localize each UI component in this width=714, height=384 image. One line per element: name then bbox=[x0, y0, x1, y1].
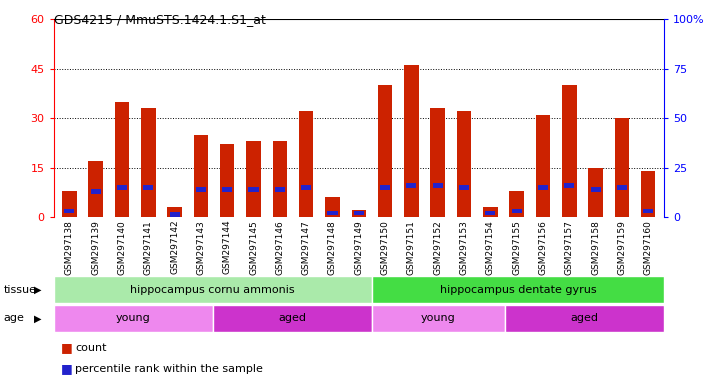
Bar bbox=[536, 115, 550, 217]
Bar bbox=[328, 210, 338, 215]
Text: GSM297148: GSM297148 bbox=[328, 220, 337, 275]
Text: GSM297158: GSM297158 bbox=[591, 220, 600, 275]
Text: GSM297147: GSM297147 bbox=[301, 220, 311, 275]
Bar bbox=[564, 183, 574, 188]
Bar bbox=[144, 185, 154, 190]
Bar bbox=[351, 210, 366, 217]
Bar bbox=[54, 276, 372, 303]
Bar bbox=[486, 210, 496, 215]
Text: GSM297151: GSM297151 bbox=[407, 220, 416, 275]
Bar bbox=[275, 187, 285, 192]
Text: GSM297152: GSM297152 bbox=[433, 220, 442, 275]
Text: young: young bbox=[421, 313, 456, 323]
Bar bbox=[406, 183, 416, 188]
Bar bbox=[301, 185, 311, 190]
Bar bbox=[509, 190, 524, 217]
Bar bbox=[459, 185, 469, 190]
Text: GSM297159: GSM297159 bbox=[618, 220, 626, 275]
Bar bbox=[299, 111, 313, 217]
Text: ■: ■ bbox=[61, 341, 72, 354]
Text: GSM297153: GSM297153 bbox=[460, 220, 468, 275]
Bar bbox=[89, 161, 103, 217]
Bar bbox=[273, 141, 287, 217]
Bar bbox=[353, 210, 364, 215]
Bar bbox=[141, 108, 156, 217]
Bar bbox=[590, 187, 600, 192]
Bar bbox=[457, 111, 471, 217]
Bar bbox=[117, 185, 127, 190]
Bar bbox=[372, 276, 664, 303]
Text: age: age bbox=[4, 313, 24, 323]
Text: hippocampus dentate gyrus: hippocampus dentate gyrus bbox=[440, 285, 596, 295]
Bar bbox=[167, 207, 182, 217]
Text: aged: aged bbox=[570, 313, 598, 323]
Bar bbox=[617, 185, 627, 190]
Text: count: count bbox=[75, 343, 106, 353]
Text: GSM297155: GSM297155 bbox=[512, 220, 521, 275]
Bar bbox=[193, 134, 208, 217]
Bar bbox=[62, 190, 76, 217]
Bar bbox=[588, 167, 603, 217]
Text: GSM297146: GSM297146 bbox=[276, 220, 284, 275]
Text: GSM297143: GSM297143 bbox=[196, 220, 206, 275]
Bar bbox=[512, 209, 522, 214]
Bar bbox=[54, 305, 213, 332]
Bar bbox=[562, 85, 576, 217]
Bar bbox=[641, 171, 655, 217]
Bar bbox=[196, 187, 206, 192]
Bar bbox=[431, 108, 445, 217]
Bar bbox=[372, 305, 505, 332]
Text: hippocampus cornu ammonis: hippocampus cornu ammonis bbox=[131, 285, 295, 295]
Text: GSM297157: GSM297157 bbox=[565, 220, 574, 275]
Bar bbox=[404, 65, 418, 217]
Text: GSM297154: GSM297154 bbox=[486, 220, 495, 275]
Bar bbox=[643, 209, 653, 214]
Text: GDS4215 / MmuSTS.1424.1.S1_at: GDS4215 / MmuSTS.1424.1.S1_at bbox=[54, 13, 266, 26]
Text: GSM297138: GSM297138 bbox=[65, 220, 74, 275]
Text: ▶: ▶ bbox=[34, 285, 42, 295]
Text: GSM297140: GSM297140 bbox=[118, 220, 126, 275]
Text: GSM297142: GSM297142 bbox=[170, 220, 179, 275]
Text: GSM297145: GSM297145 bbox=[249, 220, 258, 275]
Bar bbox=[246, 141, 261, 217]
Bar bbox=[378, 85, 392, 217]
Bar bbox=[538, 185, 548, 190]
Text: percentile rank within the sample: percentile rank within the sample bbox=[75, 364, 263, 374]
Text: GSM297156: GSM297156 bbox=[538, 220, 548, 275]
Bar bbox=[380, 185, 390, 190]
Bar bbox=[115, 102, 129, 217]
Bar bbox=[615, 118, 629, 217]
Bar bbox=[64, 209, 74, 214]
Bar bbox=[213, 305, 372, 332]
Text: young: young bbox=[116, 313, 151, 323]
Text: GSM297150: GSM297150 bbox=[381, 220, 390, 275]
Bar bbox=[248, 187, 258, 192]
Text: GSM297141: GSM297141 bbox=[144, 220, 153, 275]
Text: GSM297149: GSM297149 bbox=[354, 220, 363, 275]
Text: ▶: ▶ bbox=[34, 313, 42, 323]
Text: ■: ■ bbox=[61, 362, 72, 375]
Text: GSM297160: GSM297160 bbox=[644, 220, 653, 275]
Text: tissue: tissue bbox=[4, 285, 36, 295]
Text: GSM297139: GSM297139 bbox=[91, 220, 100, 275]
Bar bbox=[505, 305, 664, 332]
Text: aged: aged bbox=[278, 313, 306, 323]
Text: GSM297144: GSM297144 bbox=[223, 220, 232, 275]
Bar bbox=[483, 207, 498, 217]
Bar bbox=[433, 183, 443, 188]
Bar bbox=[326, 197, 340, 217]
Bar bbox=[222, 187, 232, 192]
Bar bbox=[169, 212, 180, 217]
Bar bbox=[91, 189, 101, 194]
Bar bbox=[220, 144, 234, 217]
